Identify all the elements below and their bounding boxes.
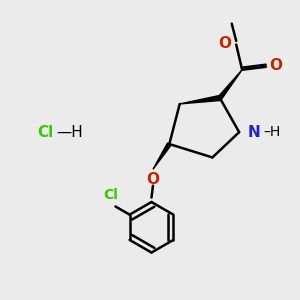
Text: —H: —H bbox=[56, 125, 83, 140]
Polygon shape bbox=[180, 95, 220, 104]
Text: O: O bbox=[218, 35, 231, 50]
Text: Cl: Cl bbox=[103, 188, 118, 202]
Polygon shape bbox=[218, 70, 242, 99]
Text: O: O bbox=[146, 172, 159, 187]
Text: Cl: Cl bbox=[37, 125, 53, 140]
Text: –H: –H bbox=[263, 125, 281, 139]
Text: O: O bbox=[269, 58, 283, 73]
Polygon shape bbox=[153, 143, 171, 169]
Text: N: N bbox=[248, 125, 261, 140]
